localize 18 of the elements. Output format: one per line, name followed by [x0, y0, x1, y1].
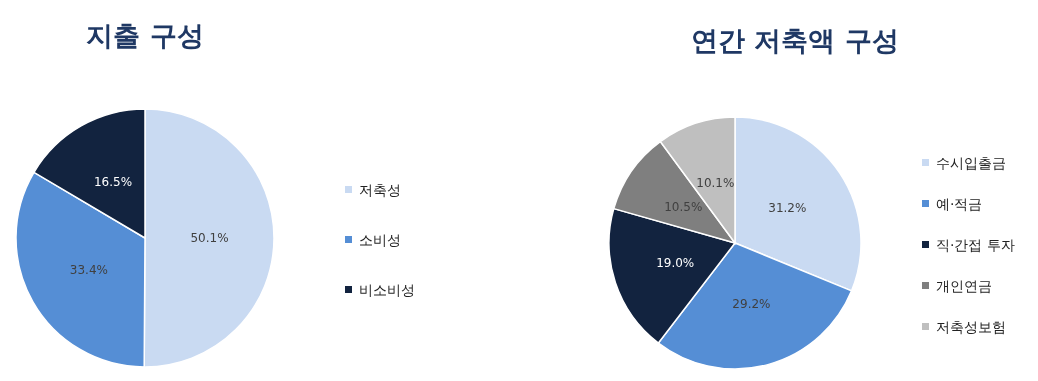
legend-label: 저축성보험 [936, 319, 1006, 335]
data-label: 10.5% [664, 200, 703, 215]
data-label: 33.4% [69, 262, 108, 277]
legend-label: 수시입출금 [936, 155, 1006, 171]
data-label: 19.0% [656, 255, 695, 270]
data-label: 31.2% [768, 200, 807, 215]
legend-label: 예·적금 [936, 196, 983, 212]
data-label: 50.1% [190, 231, 229, 246]
data-label: 10.1% [696, 176, 735, 191]
legend-label: 저축성 [359, 182, 401, 198]
legend-label: 비소비성 [359, 282, 415, 298]
chart-title: 연간 저축액 구성 [691, 25, 899, 56]
legend-label: 직·간접 투자 [936, 237, 1015, 253]
legend-label: 개인연금 [936, 278, 992, 294]
legend-label: 소비성 [359, 232, 401, 248]
data-label: 29.2% [732, 296, 771, 311]
chart-title: 지출 구성 [86, 20, 204, 51]
data-label: 16.5% [93, 174, 133, 189]
